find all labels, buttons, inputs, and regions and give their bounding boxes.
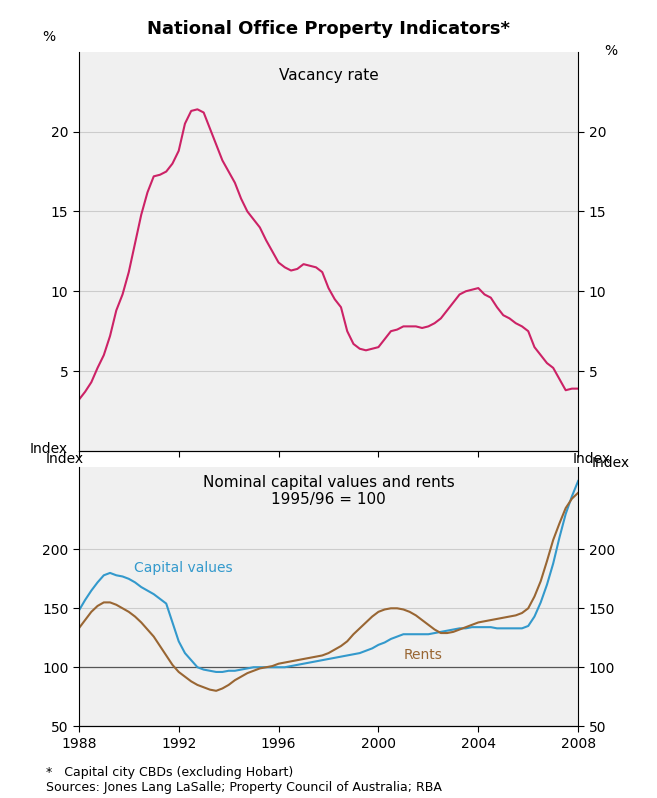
Text: Index: Index (573, 452, 611, 467)
Text: Nominal capital values and rents
1995/96 = 100: Nominal capital values and rents 1995/96… (202, 475, 455, 507)
Text: *   Capital city CBDs (excluding Hobart)
Sources: Jones Lang LaSalle; Property C: * Capital city CBDs (excluding Hobart) S… (46, 766, 442, 794)
Text: Capital values: Capital values (134, 561, 233, 575)
Y-axis label: Index: Index (591, 456, 629, 471)
Text: Index: Index (46, 452, 84, 467)
Y-axis label: %: % (42, 30, 55, 44)
Text: Vacancy rate: Vacancy rate (279, 68, 378, 83)
Y-axis label: %: % (604, 44, 617, 58)
Text: Rents: Rents (403, 648, 442, 662)
Y-axis label: Index: Index (30, 442, 68, 456)
Text: National Office Property Indicators*: National Office Property Indicators* (147, 20, 510, 38)
